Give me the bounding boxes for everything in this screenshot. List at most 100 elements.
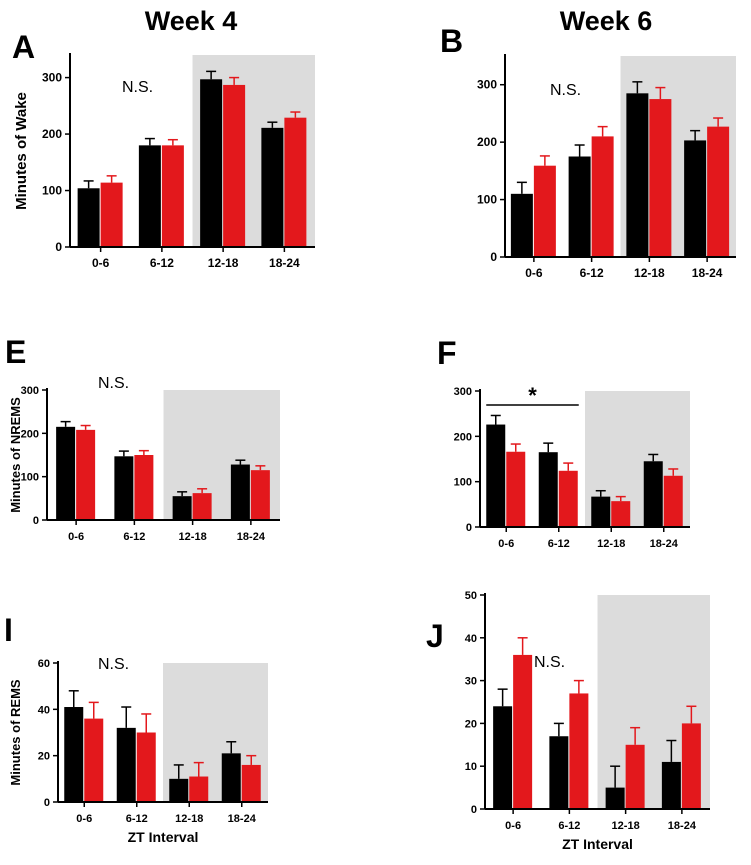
panel-e-ytick-label: 200 [21,428,39,440]
panel-b-xtick-label: 6-12 [580,266,604,280]
panel-b-ytick-label: 0 [490,250,497,264]
panel-j-bar-red-18-24 [681,723,701,809]
panel-b-xtick-label: 12-18 [634,266,665,280]
panel-j-ytick-label: 10 [465,761,477,773]
panel-j-ytick-label: 0 [471,804,477,816]
panel-e-xtick-label: 12-18 [179,531,207,543]
panel-e-bar-red-0-6 [76,429,96,520]
panel-e-bar-red-6-12 [134,455,154,520]
panel-i-ytick-label: 60 [38,658,50,670]
panel-i-bar-red-12-18 [189,776,209,802]
panel-e-ytick-label: 300 [21,385,39,397]
panel-b-xtick-label: 18-24 [692,266,723,280]
panel-e-ytick-label: 0 [33,515,39,527]
panel-f-bar-red-0-6 [506,451,526,527]
panel-i-xtick-label: 18-24 [228,813,257,825]
panel-e-ytick-label: 100 [21,472,39,484]
panel-a-letter: A [12,29,35,65]
panel-f-bar-red-18-24 [663,475,683,527]
panel-b-bar-black-12-18 [626,93,649,257]
panel-a-bar-red-6-12 [161,145,184,247]
panel-j-bar-red-0-6 [513,654,533,809]
panel-i-ytick-label: 0 [44,797,50,809]
panel-a-bar-red-0-6 [100,182,123,247]
panel-b-bar-black-0-6 [510,193,533,257]
panel-a-bar-black-0-6 [77,188,100,247]
panel-b-ns-annotation: N.S. [550,82,581,99]
panel-e-xtick-label: 18-24 [237,531,266,543]
panel-j-bar-black-12-18 [605,787,625,809]
panel-j-bar-black-6-12 [549,736,569,809]
panel-e-xtick-label: 0-6 [68,531,84,543]
panel-e-xtick-label: 6-12 [123,531,145,543]
panel-f-xtick-label: 6-12 [548,538,570,550]
panel-e-letter: E [5,334,26,370]
panel-j-ytick-label: 40 [465,633,477,645]
panel-i-bar-black-18-24 [221,753,241,802]
panel-f-xtick-label: 18-24 [650,538,679,550]
panel-a-xtick-label: 6-12 [150,256,174,270]
panel-e-bar-black-12-18 [172,496,192,520]
panel-i-bar-red-6-12 [136,732,156,802]
panel-e-bar-black-0-6 [56,426,76,520]
panel-a-bar-black-18-24 [261,127,284,247]
panel-j-bar-black-0-6 [493,706,513,809]
panel-f-xtick-label: 12-18 [597,538,625,550]
panel-f-xtick-label: 0-6 [498,538,514,550]
panel-a-bar-black-12-18 [200,79,223,248]
panel-i-bar-black-0-6 [64,707,84,802]
panel-b-bar-red-12-18 [649,99,672,257]
panel-i-bar-red-0-6 [84,718,104,802]
panel-j-ytick-label: 50 [465,590,477,602]
panel-a-xtick-label: 12-18 [208,256,239,270]
panel-i-ytick-label: 20 [38,751,50,763]
panel-b-ytick-label: 200 [477,135,497,149]
panel-a-xtick-label: 0-6 [92,256,110,270]
panel-b-xtick-label: 0-6 [525,266,543,280]
panel-f-ytick-label: 0 [466,522,472,534]
panel-i-ytick-label: 40 [38,704,50,716]
panel-e-bar-red-18-24 [250,470,270,520]
panel-b-ytick-label: 100 [477,193,497,207]
panel-b-bar-black-18-24 [684,140,707,257]
panel-f-bar-black-0-6 [486,424,506,527]
panel-a-bar-black-6-12 [138,145,161,247]
panel-e-bar-red-12-18 [192,493,212,520]
panel-i-xtick-label: 0-6 [76,813,92,825]
panel-f-letter: F [437,335,457,371]
panel-b-letter: B [440,23,463,59]
panel-i-letter: I [4,612,13,648]
panel-j-xlabel: ZT Interval [562,836,633,852]
panel-e-ns-annotation: N.S. [98,375,129,392]
panel-i-xtick-label: 6-12 [126,813,148,825]
panel-j-ns-annotation: N.S. [534,654,565,671]
panel-f-ytick-label: 100 [454,477,472,489]
panel-b-bar-black-6-12 [568,156,591,257]
panel-e-bar-black-6-12 [114,456,134,520]
panel-f-bar-black-18-24 [643,461,663,527]
column-title-week-4: Week 4 [145,6,238,36]
panel-a-ylabel: Minutes of Wake [13,92,30,210]
panel-b-bar-red-0-6 [533,165,556,257]
panel-b-ytick-label: 300 [477,78,497,92]
panel-i-ns-annotation: N.S. [98,656,129,673]
panel-a-ytick-label: 200 [42,127,62,141]
panel-f-bar-black-12-18 [591,496,611,527]
panel-f-bar-black-6-12 [538,452,558,527]
panel-f-ytick-label: 300 [454,386,472,398]
panel-b-bar-red-18-24 [707,126,730,257]
panel-i-xlabel: ZT Interval [128,829,199,845]
panel-a-xtick-label: 18-24 [269,256,300,270]
panel-a-ytick-label: 300 [42,71,62,85]
column-title-week-6: Week 6 [560,6,653,36]
panel-e-ylabel: Minutes of NREMS [8,397,23,513]
panel-i-xtick-label: 12-18 [175,813,203,825]
panel-i-bar-red-18-24 [241,764,261,802]
panel-b-bar-red-6-12 [591,136,614,257]
panel-j-bar-red-12-18 [625,744,645,809]
panel-j-xtick-label: 12-18 [612,820,640,832]
panel-j-ytick-label: 30 [465,676,477,688]
panel-j-letter: J [426,618,444,654]
panel-a-ns-annotation: N.S. [122,79,153,96]
